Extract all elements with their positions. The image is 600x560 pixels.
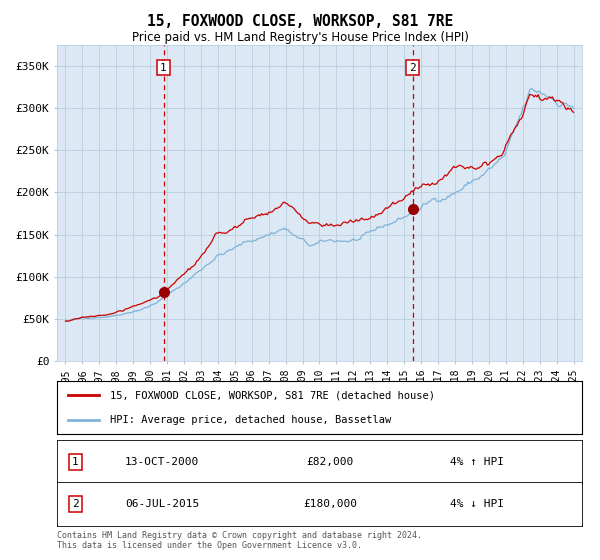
Text: 13-OCT-2000: 13-OCT-2000 bbox=[125, 457, 199, 467]
Text: 1: 1 bbox=[72, 457, 79, 467]
Text: 4% ↓ HPI: 4% ↓ HPI bbox=[450, 499, 504, 509]
Text: 2: 2 bbox=[72, 499, 79, 509]
Text: 15, FOXWOOD CLOSE, WORKSOP, S81 7RE (detached house): 15, FOXWOOD CLOSE, WORKSOP, S81 7RE (det… bbox=[110, 390, 434, 400]
Text: HPI: Average price, detached house, Bassetlaw: HPI: Average price, detached house, Bass… bbox=[110, 414, 391, 424]
Text: 1: 1 bbox=[160, 63, 167, 73]
Text: 15, FOXWOOD CLOSE, WORKSOP, S81 7RE: 15, FOXWOOD CLOSE, WORKSOP, S81 7RE bbox=[147, 14, 453, 29]
Text: 06-JUL-2015: 06-JUL-2015 bbox=[125, 499, 199, 509]
Text: £82,000: £82,000 bbox=[307, 457, 353, 467]
Text: £180,000: £180,000 bbox=[303, 499, 357, 509]
Text: 2: 2 bbox=[409, 63, 416, 73]
Text: Contains HM Land Registry data © Crown copyright and database right 2024.
This d: Contains HM Land Registry data © Crown c… bbox=[57, 531, 422, 550]
Text: Price paid vs. HM Land Registry's House Price Index (HPI): Price paid vs. HM Land Registry's House … bbox=[131, 31, 469, 44]
Text: 4% ↑ HPI: 4% ↑ HPI bbox=[450, 457, 504, 467]
